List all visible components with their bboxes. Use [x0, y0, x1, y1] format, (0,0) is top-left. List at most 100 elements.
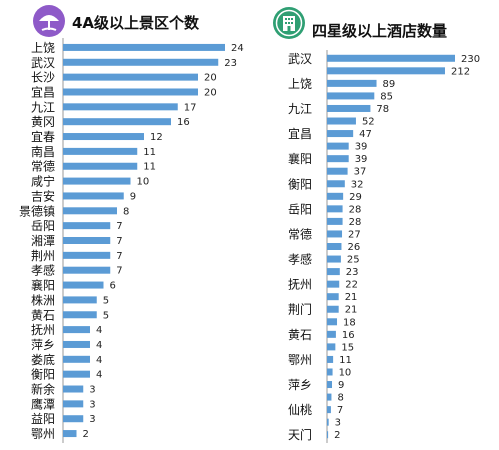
left-chart-bar [63, 326, 90, 334]
left-chart-category-label: 黄冈 [31, 115, 55, 129]
left-chart-category-label: 抚州 [31, 323, 55, 337]
left-chart-category-label: 黄石 [31, 308, 55, 322]
left-chart-data-label: 12 [150, 132, 163, 143]
right-chart-bar [327, 79, 377, 87]
right-chart-data-label: 8 [337, 393, 343, 404]
hotel-building-icon [272, 6, 306, 40]
left-chart-category-label: 湘潭 [31, 233, 55, 248]
right-chart-data-label: 230 [461, 54, 480, 65]
right-chart-data-label: 22 [345, 280, 358, 291]
left-chart-category-label: 株洲 [31, 292, 55, 307]
left-chart-category-label: 吉安 [31, 188, 55, 203]
right-chart-data-label: 11 [339, 355, 352, 366]
right-chart-category-label: 天门 [288, 427, 312, 442]
right-chart-bar [327, 230, 343, 238]
left-chart-category-label: 鄂州 [31, 427, 55, 441]
right-chart-bar [327, 243, 342, 250]
right-chart-category-label: 鄂州 [288, 353, 312, 367]
right-chart-bar [327, 117, 356, 125]
right-chart-data-label: 47 [359, 129, 372, 140]
left-chart-category-label: 益阳 [31, 412, 55, 426]
left-chart-data-label: 9 [130, 191, 136, 202]
right-chart-data-label: 9 [338, 380, 344, 391]
left-chart-bar [63, 58, 219, 66]
right-chart-bar [327, 406, 331, 414]
left-chart-data-label: 4 [96, 340, 102, 351]
left-chart-category-label: 南昌 [31, 144, 55, 159]
right-chart-bar [327, 104, 371, 112]
left-chart-bar [63, 430, 77, 438]
right-chart-category-label: 荆门 [288, 302, 312, 317]
left-chart-category-label: 鹰潭 [31, 396, 55, 411]
right-chart-category-label: 武汉 [288, 52, 312, 66]
right-chart-data-label: 39 [355, 154, 368, 165]
right-chart-category-label: 常德 [288, 226, 312, 241]
left-chart-bar [63, 251, 111, 259]
left-chart-data-label: 7 [116, 236, 122, 247]
left-chart-category-label: 常德 [31, 159, 55, 174]
left-chart-data-label: 10 [137, 177, 150, 188]
right-chart-bar [327, 130, 354, 138]
left-chart-category-label: 上饶 [31, 41, 55, 55]
left-chart-data-label: 11 [143, 147, 156, 158]
left-chart-data-label: 7 [116, 266, 122, 277]
right-chart-data-label: 10 [339, 367, 352, 378]
right-chart-bar [327, 343, 336, 351]
right-chart-bar [327, 280, 340, 288]
left-chart-category-label: 长沙 [31, 71, 55, 85]
right-chart-data-label: 28 [349, 204, 362, 215]
left-chart-bar [63, 415, 84, 423]
left-chart-bar [63, 311, 97, 319]
left-chart-category-label: 襄阳 [31, 278, 55, 293]
right-chart-bar [327, 318, 338, 326]
right-chart-bar [327, 268, 340, 276]
left-chart-bar [63, 207, 117, 215]
right-chart-data-label: 89 [383, 79, 396, 90]
left-chart-category-label: 宜昌 [31, 84, 55, 99]
right-chart-bar [327, 431, 329, 439]
left-chart-bar [63, 118, 171, 126]
right-chart-data-label: 52 [362, 117, 375, 128]
right-chart-bar [327, 142, 349, 150]
left-chart-data-label: 24 [231, 43, 244, 54]
left-chart-data-label: 20 [204, 73, 217, 84]
left-chart-bar [63, 385, 84, 393]
left-chart-category-label: 武汉 [31, 56, 55, 70]
right-chart-category-label: 黄石 [288, 328, 312, 342]
left-chart-data-label: 3 [89, 414, 95, 425]
right-chart-data-label: 27 [348, 229, 361, 240]
right-chart-data-label: 7 [337, 405, 343, 416]
right-chart-bar [327, 418, 329, 426]
right-chart-bar [327, 393, 332, 401]
right-chart-data-label: 32 [351, 179, 364, 190]
left-chart-data-label: 6 [110, 281, 116, 292]
right-chart-data-label: 28 [349, 217, 362, 228]
left-chart-data-label: 2 [83, 429, 89, 440]
right-chart-data-label: 29 [349, 192, 362, 203]
right-chart-bar [327, 67, 445, 75]
right-chart-category-label: 上饶 [288, 77, 312, 91]
right-chart-bar [327, 217, 343, 225]
left-chart-data-label: 8 [123, 206, 129, 217]
left-chart-bar [63, 355, 90, 363]
left-chart-data-label: 17 [184, 102, 197, 113]
right-chart-bar [327, 205, 343, 213]
left-chart-category-label: 宜春 [31, 129, 55, 144]
left-chart-data-label: 7 [116, 251, 122, 262]
right-chart-bar [327, 180, 345, 188]
right-chart-data-label: 23 [346, 267, 359, 278]
left-chart-category-label: 荆州 [31, 249, 55, 263]
right-chart-category-label: 仙桃 [288, 402, 312, 417]
left-chart-bar [63, 88, 198, 96]
left-chart-bar [63, 177, 131, 185]
left-chart-bar [63, 73, 198, 81]
left-chart-data-label: 4 [96, 370, 102, 381]
left-chart-bar [63, 43, 225, 51]
right-chart-data-label: 2 [334, 430, 340, 441]
left-chart-data-label: 7 [116, 221, 122, 232]
left-chart-bar [63, 281, 104, 289]
left-chart-data-label: 11 [143, 162, 156, 173]
